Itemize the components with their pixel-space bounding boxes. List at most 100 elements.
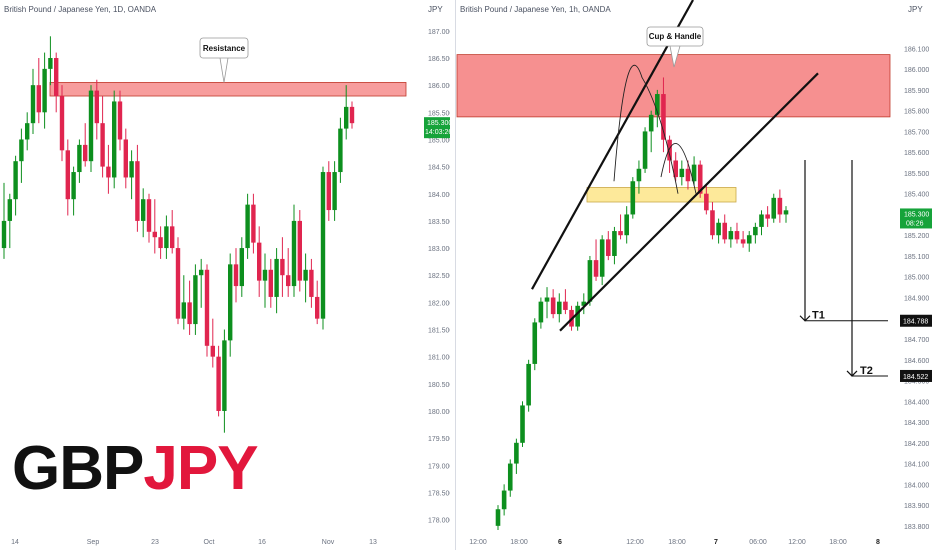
daily-candle-body: [320, 172, 326, 319]
brand-part-jpy: JPY: [143, 434, 258, 503]
hourly-candle-body: [630, 181, 636, 215]
daily-candle-body: [94, 90, 99, 124]
hourly-price-tag: [900, 208, 932, 229]
target2-price-tag: [900, 369, 932, 382]
hourly-candle-body: [636, 168, 642, 182]
hourly-candle-body: [759, 214, 764, 227]
daily-candle-body: [19, 139, 24, 162]
hourly-x-tick: 18:00: [510, 539, 528, 546]
hourly-chart-title: British Pound / Japanese Yen, 1h, OANDA: [460, 5, 611, 14]
daily-candle-body: [274, 258, 279, 297]
hourly-candle-body: [771, 197, 777, 219]
resistance-zone: [49, 82, 407, 97]
hourly-y-tick: 185.600: [904, 150, 929, 157]
hourly-x-tick: 12:00: [788, 539, 806, 546]
daily-candle-body: [100, 123, 105, 167]
daily-candle-body: [7, 199, 12, 221]
hourly-y-tick: 184.900: [904, 295, 929, 302]
daily-candle-body: [309, 269, 314, 297]
hourly-candle-body: [655, 94, 660, 115]
daily-chart-svg[interactable]: Resistance 187.000 186.500 186.000 185.500 18…: [0, 0, 450, 550]
daily-y-tick: 180.000: [428, 409, 450, 416]
hourly-candle-body: [667, 139, 672, 161]
hourly-candle-body: [544, 297, 550, 302]
daily-candle-body: [245, 204, 250, 249]
target1-price-tag: [900, 314, 932, 327]
daily-candle-body: [199, 269, 204, 276]
hourly-candle-body: [716, 222, 721, 236]
daily-candle-body: [123, 139, 128, 178]
daily-candle-body: [338, 128, 343, 173]
hourly-candle-body: [704, 193, 709, 211]
daily-candle-body: [286, 275, 291, 287]
hourly-y-tick: 184.600: [904, 358, 929, 365]
daily-x-tick: Sep: [87, 539, 100, 546]
daily-x-tick: Nov: [322, 539, 335, 546]
brand-part-gbp: GBP: [12, 434, 144, 503]
hourly-candle-body: [746, 235, 752, 244]
hourly-chart-svg[interactable]: Cup & Handle T1 T2 186.100 186.000 185.900 185…: [456, 0, 932, 550]
daily-candle-body: [65, 150, 70, 200]
daily-y-tick: 179.500: [428, 436, 450, 443]
daily-y-tick: 183.500: [428, 219, 450, 226]
hourly-candle-body: [507, 463, 513, 491]
hourly-candle-body: [722, 222, 728, 240]
hourly-candle-body: [734, 231, 740, 240]
hourly-x-tick: 12:00: [469, 539, 487, 546]
hourly-candle-body: [661, 94, 666, 140]
daily-y-tick: 185.500: [428, 110, 450, 117]
handle-zone: [586, 187, 737, 203]
hourly-candle-body: [605, 239, 611, 256]
daily-candle-body: [228, 264, 233, 341]
daily-candle-body: [141, 199, 146, 221]
daily-candle-body: [193, 275, 198, 325]
daily-candle-body: [112, 101, 117, 178]
target1-price: 184.788: [903, 319, 928, 326]
hourly-candle-body: [648, 114, 654, 132]
daily-candle-body: [25, 123, 30, 140]
daily-candle-body: [332, 172, 337, 211]
daily-y-tick: 187.000: [428, 29, 450, 36]
brand-logo: GBPJPY: [12, 438, 259, 500]
hourly-candle-body: [563, 301, 568, 310]
daily-candle-body: [222, 340, 227, 411]
hourly-candle-body: [691, 164, 697, 182]
hourly-candle-body: [740, 239, 746, 244]
hourly-y-tick: 185.900: [904, 88, 929, 95]
daily-candle-body: [349, 106, 355, 124]
daily-candle-body: [210, 345, 215, 357]
panel-divider[interactable]: [450, 0, 455, 550]
hourly-candle-body: [550, 297, 556, 315]
hourly-candle-body: [501, 490, 507, 510]
daily-candle-body: [239, 248, 244, 287]
daily-candle-body: [158, 237, 163, 249]
hourly-candle-body: [526, 363, 531, 406]
daily-candle-body: [181, 302, 186, 319]
target1-label: T1: [812, 310, 825, 322]
cup-callout-pointer: [669, 45, 681, 68]
hourly-chart-panel[interactable]: Cup & Handle T1 T2 186.100 186.000 185.900 185…: [455, 0, 932, 550]
hourly-currency-label: JPY: [908, 5, 923, 14]
hourly-y-tick: 184.500: [904, 379, 929, 386]
handle-curve: [660, 143, 697, 194]
daily-y-tick: 182.000: [428, 300, 450, 307]
daily-candle-body: [257, 242, 262, 281]
daily-x-tick: 14: [11, 539, 19, 546]
hourly-y-tick: 184.000: [904, 482, 929, 489]
daily-x-tick: Oct: [204, 539, 215, 546]
daily-y-tick: 185.000: [428, 137, 450, 144]
hourly-candle-body: [495, 509, 501, 526]
hourly-x-tick: 06:00: [749, 539, 767, 546]
hourly-candle-body: [514, 442, 519, 464]
hourly-y-tick: 186.100: [904, 46, 929, 53]
hourly-y-tick: 184.100: [904, 462, 929, 469]
daily-chart-panel[interactable]: Resistance 187.000 186.500 186.000 185.500 18…: [0, 0, 451, 550]
daily-candle-body: [77, 144, 82, 173]
daily-candle-body: [175, 248, 181, 319]
hourly-y-tick: 185.400: [904, 192, 929, 199]
daily-candle-body: [42, 68, 47, 113]
resistance-callout-box: [199, 37, 249, 59]
daily-price-tag: [424, 117, 450, 139]
hourly-candle-body: [728, 231, 734, 240]
hourly-y-tick: 183.800: [904, 524, 929, 531]
